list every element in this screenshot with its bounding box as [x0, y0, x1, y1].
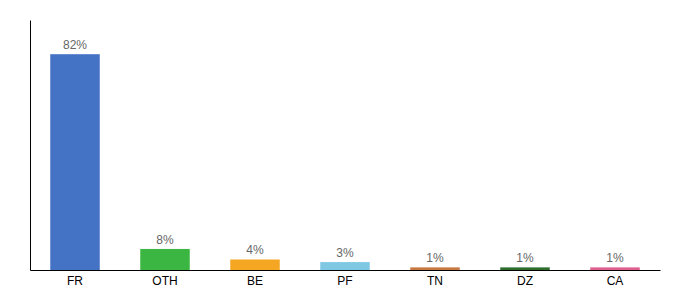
x-tick-label: TN	[427, 274, 443, 288]
data-label: 82%	[63, 38, 87, 52]
chart: 82% 8% 4% 3% 1% 1% 1% FR OTH BE PF TN DZ CA	[0, 0, 680, 300]
x-tick: CA	[607, 274, 624, 288]
data-label: 8%	[156, 233, 174, 247]
bar	[320, 262, 370, 270]
x-tick-label: FR	[67, 274, 83, 288]
data-label: 1%	[606, 251, 624, 265]
x-tick-label: DZ	[517, 274, 533, 288]
x-tick: PF	[337, 274, 352, 288]
x-tick: DZ	[517, 274, 533, 288]
y-axis	[30, 21, 31, 271]
bar	[590, 267, 640, 270]
x-tick-label: PF	[337, 274, 352, 288]
data-label: 3%	[336, 246, 354, 260]
x-tick: BE	[247, 274, 263, 288]
x-tick: OTH	[152, 274, 177, 288]
x-axis-line	[31, 270, 661, 271]
x-axis: FR OTH BE PF TN DZ CA	[31, 271, 661, 288]
x-tick-label: OTH	[152, 274, 177, 288]
bar	[410, 267, 460, 270]
bar	[500, 267, 550, 270]
bar	[230, 259, 280, 270]
x-tick-label: CA	[607, 274, 624, 288]
data-label: 1%	[426, 251, 444, 265]
y-axis-line	[30, 21, 31, 271]
bar	[50, 54, 100, 270]
x-tick: FR	[67, 274, 83, 288]
bar	[140, 249, 190, 270]
plot: 82% 8% 4% 3% 1% 1% 1% FR OTH BE PF TN DZ CA	[31, 21, 661, 288]
data-labels: 82% 8% 4% 3% 1% 1% 1%	[63, 38, 624, 265]
data-label: 1%	[516, 251, 534, 265]
data-label: 4%	[246, 243, 264, 257]
x-tick-label: BE	[247, 274, 263, 288]
bars	[50, 54, 640, 270]
x-tick: TN	[427, 274, 443, 288]
